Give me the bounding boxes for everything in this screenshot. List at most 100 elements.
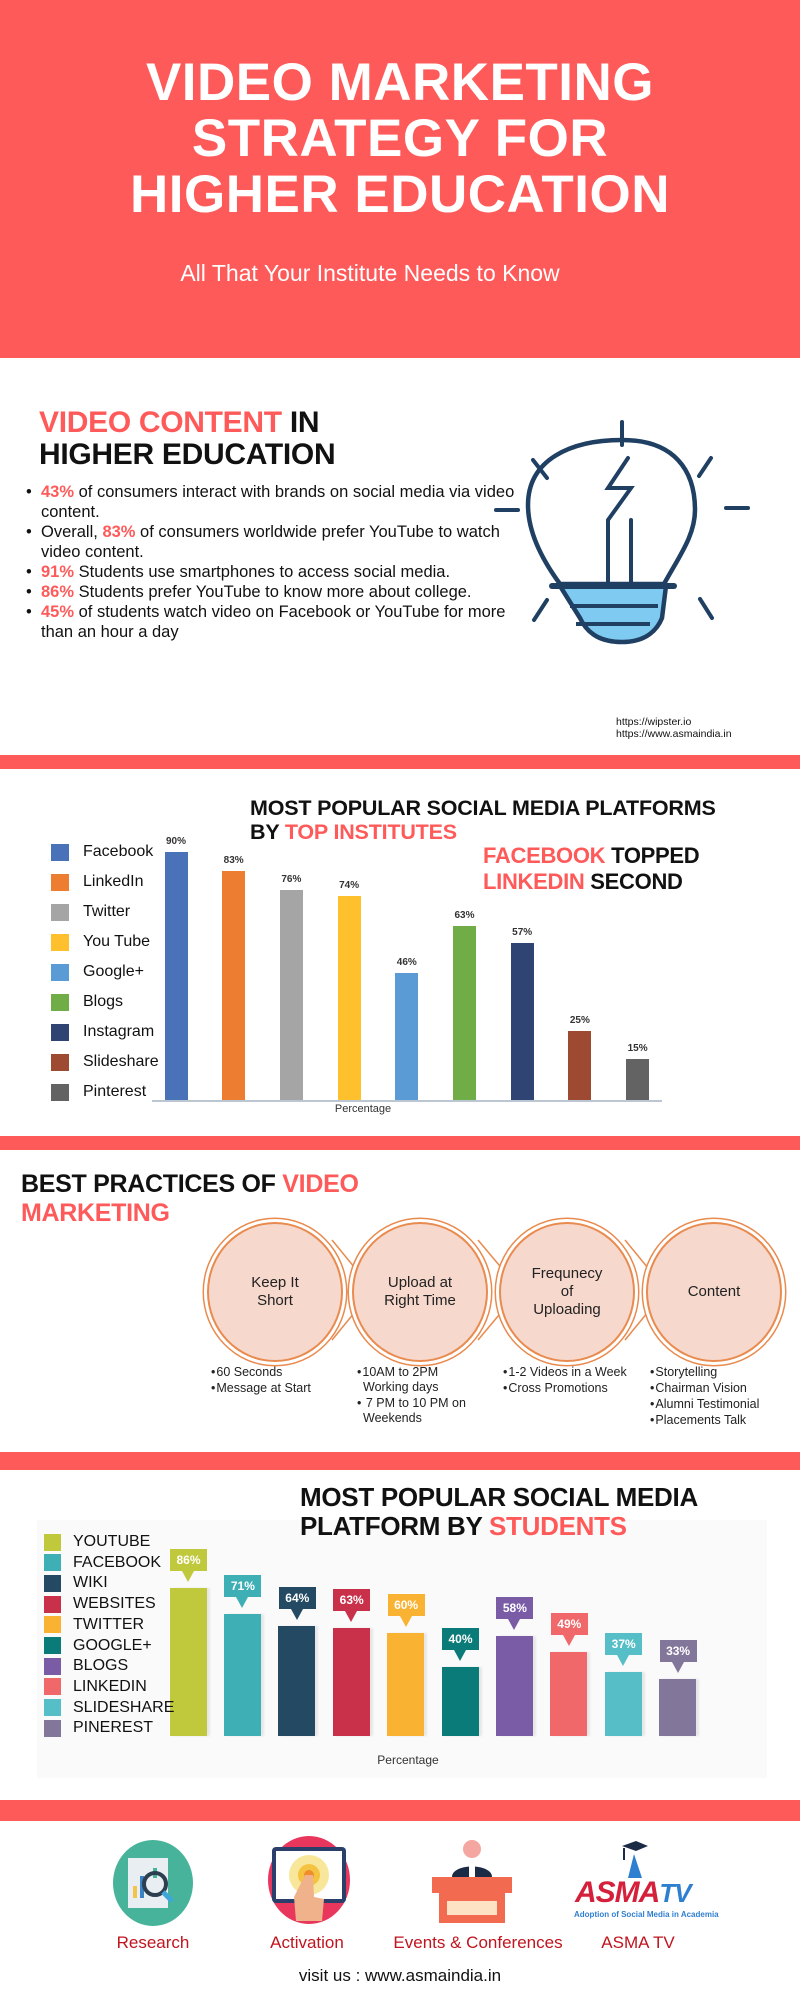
stat-text: of consumers interact with brands on soc… — [41, 483, 515, 521]
heading-text: IN — [281, 406, 320, 439]
section-divider — [0, 755, 800, 769]
step-upload-right-time: Upload at Right Time — [352, 1222, 488, 1362]
step-title: Upload at Right Time — [384, 1274, 456, 1309]
students-chart-background — [37, 1520, 767, 1778]
source-link[interactable]: https://wipster.io — [616, 716, 692, 728]
footer-link-activation[interactable]: Activation — [270, 1933, 344, 1952]
section-divider — [0, 1136, 800, 1150]
heading-text: BEST PRACTICES OF — [21, 1170, 283, 1198]
source-link[interactable]: https://www.asmaindia.in — [616, 728, 732, 740]
step-frequency: Frequnecy of Uploading — [499, 1222, 635, 1362]
step-point: 1-2 Videos in a Week — [502, 1365, 627, 1380]
data-label: 46% — [396, 957, 417, 969]
visit-website-link[interactable]: visit us : www.asmaindia.in — [298, 1966, 502, 1985]
hero-subtitle: All That Your Institute Needs to Know — [180, 260, 560, 286]
data-label: 90% — [165, 835, 186, 847]
legend-item: Twitter — [51, 903, 130, 921]
footer-link-asma-tv[interactable]: ASMA TV — [601, 1933, 675, 1952]
legend-item: Blogs — [51, 993, 123, 1011]
graduation-cap-icon — [622, 1841, 648, 1878]
legend-swatch — [51, 933, 69, 951]
sources: https://wipster.io https://www.asmaindia… — [616, 716, 732, 740]
x-axis-line — [152, 1100, 662, 1102]
legend-label: Instagram — [83, 1023, 155, 1040]
step-content: Content — [646, 1222, 782, 1362]
step-keep-it-short: Keep It Short — [207, 1222, 343, 1362]
title-line: MOST POPULAR SOCIAL MEDIA PLATFORMS — [250, 796, 716, 820]
x-axis-label: Percentage — [334, 1103, 392, 1115]
legend-label: Blogs — [83, 993, 124, 1010]
research-magnifier-icon[interactable] — [108, 1838, 198, 1928]
bar-linkedin — [222, 870, 246, 1100]
lightbulb-icon — [494, 420, 750, 645]
step-points: 10AM to 2PM Working days 7 PM to 10 PM o… — [356, 1365, 481, 1427]
legend-swatch — [51, 903, 69, 921]
heading-accent: VIDEO CONTENT — [39, 406, 282, 439]
callout-text: SECOND — [584, 869, 683, 894]
stat-text: Students use smartphones to access socia… — [74, 563, 451, 581]
title-text: PLATFORM BY — [300, 1511, 489, 1541]
asma-tv-logo[interactable]: ASMATV Adoption of Social Media in Acade… — [572, 1838, 719, 1928]
legend-item: Slideshare — [51, 1053, 159, 1071]
stat-percent: 91% — [41, 563, 75, 581]
step-points: 60 Seconds Message at Start — [210, 1365, 350, 1397]
title-text: BY — [250, 820, 285, 844]
step-points: 1-2 Videos in a Week Cross Promotions — [502, 1365, 627, 1397]
step-point: Cross Promotions — [502, 1381, 627, 1396]
data-label: 74% — [339, 879, 360, 891]
legend-label: You Tube — [83, 933, 151, 950]
institutes-chart-title: MOST POPULAR SOCIAL MEDIA PLATFORMS BY T… — [250, 796, 716, 844]
stat-percent: 43% — [41, 483, 75, 501]
step-point: 10AM to 2PM Working days — [356, 1365, 481, 1395]
legend-item: Pinterest — [51, 1083, 146, 1101]
legend-swatch — [51, 963, 69, 981]
heading-accent: VIDEO — [282, 1170, 359, 1198]
legend-swatch — [51, 993, 69, 1011]
stat-prefix: Overall, — [41, 523, 103, 541]
legend-label: Twitter — [83, 903, 131, 920]
legend-swatch — [51, 843, 69, 861]
title-accent: STUDENTS — [489, 1511, 627, 1541]
callout-accent: FACEBOOK — [483, 843, 606, 868]
students-chart-title: MOST POPULAR SOCIAL MEDIA PLATFORM BY ST… — [300, 1483, 698, 1541]
bar-google — [395, 973, 419, 1100]
stat-percent: 83% — [102, 523, 136, 541]
legend-item: You Tube — [51, 933, 150, 951]
footer-link-research[interactable]: Research — [116, 1933, 190, 1952]
legend-label: Facebook — [83, 843, 154, 860]
callout-text: TOPPED — [605, 843, 700, 868]
bar-instagram — [510, 942, 534, 1100]
legend-swatch — [51, 1083, 69, 1101]
footer-link-events[interactable]: Events & Conferences — [393, 1933, 563, 1952]
bar-pinterest — [626, 1058, 650, 1100]
stat-text: of consumers worldwide prefer YouTube to… — [41, 523, 500, 561]
legend-item: Facebook — [51, 843, 153, 861]
heading-text-line2: HIGHER EDUCATION — [39, 438, 336, 471]
section-divider — [0, 1800, 800, 1821]
stat-text: of students watch video on Facebook or Y… — [41, 603, 506, 641]
legend-item: Instagram — [51, 1023, 154, 1041]
step-point: Chairman Vision — [649, 1381, 764, 1396]
heading-accent: MARKETING — [21, 1199, 170, 1227]
video-content-heading: VIDEO CONTENT IN HIGHER EDUCATION — [39, 406, 336, 471]
institutes-callout: FACEBOOK TOPPED LINKEDIN SECOND — [483, 843, 700, 895]
stat-item: 91% Students use smartphones to access s… — [24, 562, 524, 582]
step-point: Alumni Testimonial — [649, 1397, 764, 1412]
bar-blogs — [453, 926, 476, 1100]
stat-item: 43% of consumers interact with brands on… — [24, 482, 524, 522]
step-title: Keep It Short — [251, 1274, 299, 1309]
legend-swatch — [51, 1023, 69, 1041]
step-points: Storytelling Chairman Vision Alumni Test… — [649, 1365, 764, 1429]
podium-speaker-icon[interactable] — [427, 1835, 517, 1925]
bar-slideshare — [568, 1031, 592, 1100]
stat-item: 86% Students prefer YouTube to know more… — [24, 582, 524, 602]
step-point: 7 PM to 10 PM on Weekends — [356, 1396, 481, 1426]
title-accent: TOP INSTITUTES — [284, 820, 457, 844]
legend-item: Google+ — [51, 963, 144, 981]
touch-screen-icon[interactable] — [264, 1835, 354, 1925]
step-point: Storytelling — [649, 1365, 764, 1380]
legend-item: LinkedIn — [51, 873, 144, 891]
data-label: 57% — [512, 926, 533, 938]
bar-facebook — [164, 851, 188, 1100]
logo-wordmark: ASMATV — [575, 1876, 692, 1909]
